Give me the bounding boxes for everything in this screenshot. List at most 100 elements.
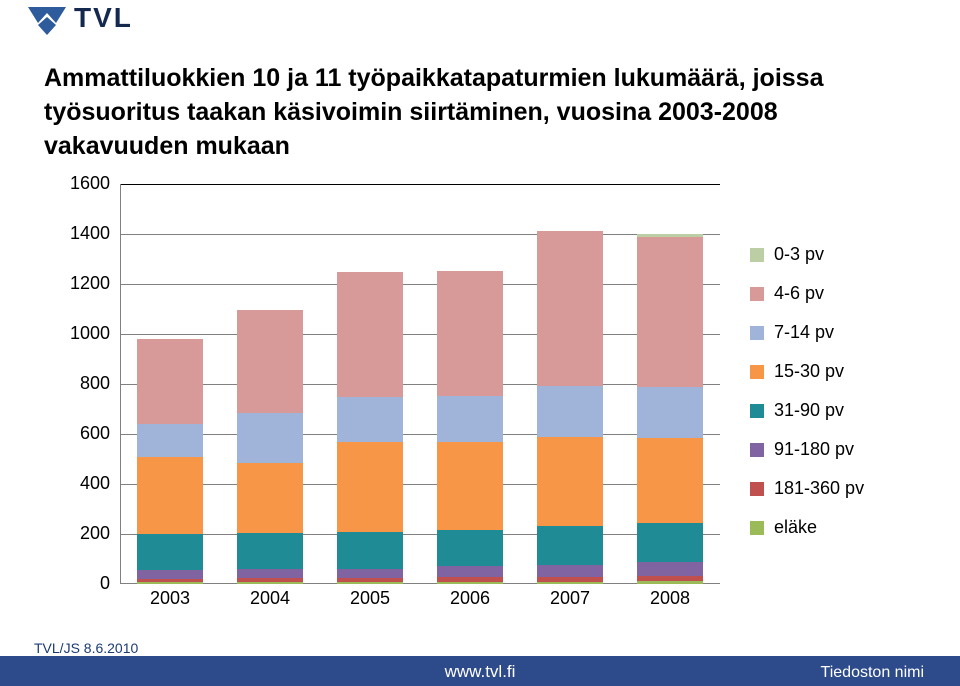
legend-item: 7-14 pv — [750, 322, 890, 343]
bar-segment — [137, 424, 203, 457]
bar-segment — [137, 582, 203, 584]
bar-segment — [437, 271, 503, 396]
bar-segment — [637, 562, 703, 576]
bar-segment — [537, 437, 603, 526]
bar-segment — [337, 582, 403, 585]
y-tick-label: 400 — [50, 473, 110, 494]
bar-segment — [637, 576, 703, 581]
bar-segment — [137, 339, 203, 424]
bar-group — [637, 234, 703, 584]
y-tick-label: 0 — [50, 573, 110, 594]
bar-segment — [137, 570, 203, 579]
logo-text: TVL — [74, 2, 133, 34]
legend-label: 0-3 pv — [774, 244, 824, 265]
legend-item: 0-3 pv — [750, 244, 890, 265]
legend-label: 91-180 pv — [774, 439, 854, 460]
bar-group — [137, 339, 203, 584]
legend-item: 91-180 pv — [750, 439, 890, 460]
y-tick-label: 800 — [50, 373, 110, 394]
chart-title: Ammattiluokkien 10 ja 11 työpaikkatapatu… — [44, 62, 916, 163]
bar-segment — [437, 396, 503, 442]
footer-right: Tiedoston nimi — [821, 664, 924, 682]
bar-segment — [637, 438, 703, 523]
y-tick-label: 1000 — [50, 323, 110, 344]
bar-segment — [237, 533, 303, 569]
legend-label: 31-90 pv — [774, 400, 844, 421]
bars — [120, 184, 720, 584]
x-tick-label: 2003 — [137, 588, 203, 609]
legend-swatch — [750, 248, 764, 262]
y-tick-label: 1200 — [50, 273, 110, 294]
bar-segment — [437, 442, 503, 530]
legend-label: 4-6 pv — [774, 283, 824, 304]
bar-segment — [537, 386, 603, 437]
y-tick-label: 600 — [50, 423, 110, 444]
bar-segment — [637, 523, 703, 562]
chart: 02004006008001000120014001600 2003200420… — [50, 184, 890, 614]
bar-group — [237, 310, 303, 584]
legend-label: 181-360 pv — [774, 478, 864, 499]
bar-segment — [437, 582, 503, 585]
bar-segment — [137, 534, 203, 570]
bar-segment — [237, 569, 303, 578]
bar-segment — [237, 578, 303, 582]
bar-segment — [537, 526, 603, 565]
legend-swatch — [750, 443, 764, 457]
footer-left: TVL/JS 8.6.2010 — [34, 640, 138, 656]
bar-segment — [337, 272, 403, 397]
bar-segment — [637, 234, 703, 237]
legend-label: eläke — [774, 517, 817, 538]
legend: 0-3 pv 4-6 pv 7-14 pv 15-30 pv 31-90 pv 91-18… — [750, 244, 890, 556]
bar-segment — [437, 577, 503, 582]
bar-segment — [237, 413, 303, 463]
legend-item: eläke — [750, 517, 890, 538]
bar-segment — [337, 397, 403, 442]
bar-segment — [337, 442, 403, 532]
legend-label: 7-14 pv — [774, 322, 834, 343]
bar-group — [537, 231, 603, 584]
x-tick-label: 2004 — [237, 588, 303, 609]
legend-swatch — [750, 521, 764, 535]
legend-swatch — [750, 287, 764, 301]
bar-group — [437, 271, 503, 584]
bar-segment — [637, 237, 703, 387]
bar-group — [337, 272, 403, 584]
y-tick-label: 1400 — [50, 223, 110, 244]
bar-segment — [437, 530, 503, 566]
y-tick-label: 1600 — [50, 173, 110, 194]
bar-segment — [637, 581, 703, 585]
bar-segment — [137, 579, 203, 582]
bar-segment — [337, 532, 403, 570]
bar-segment — [237, 463, 303, 533]
y-tick-label: 200 — [50, 523, 110, 544]
x-tick-label: 2005 — [337, 588, 403, 609]
bar-segment — [537, 565, 603, 578]
bar-segment — [637, 387, 703, 438]
bar-segment — [237, 582, 303, 584]
bar-segment — [537, 582, 603, 585]
bar-segment — [337, 578, 403, 582]
bar-segment — [437, 566, 503, 577]
x-axis: 2003 2004 2005 2006 2007 2008 — [120, 588, 720, 612]
x-tick-label: 2006 — [437, 588, 503, 609]
legend-swatch — [750, 404, 764, 418]
bar-segment — [137, 457, 203, 535]
legend-item: 15-30 pv — [750, 361, 890, 382]
bar-segment — [537, 577, 603, 582]
logo: TVL — [26, 0, 286, 48]
footer-center: www.tvl.fi — [0, 662, 960, 682]
legend-item: 181-360 pv — [750, 478, 890, 499]
logo-mark — [26, 5, 68, 39]
legend-item: 4-6 pv — [750, 283, 890, 304]
footer: TVL/JS 8.6.2010 www.tvl.fi Tiedoston nim… — [0, 646, 960, 686]
legend-label: 15-30 pv — [774, 361, 844, 382]
legend-item: 31-90 pv — [750, 400, 890, 421]
bar-segment — [237, 310, 303, 413]
legend-swatch — [750, 482, 764, 496]
legend-swatch — [750, 365, 764, 379]
legend-swatch — [750, 326, 764, 340]
x-tick-label: 2007 — [537, 588, 603, 609]
x-tick-label: 2008 — [637, 588, 703, 609]
bar-segment — [337, 569, 403, 578]
bar-segment — [537, 231, 603, 386]
